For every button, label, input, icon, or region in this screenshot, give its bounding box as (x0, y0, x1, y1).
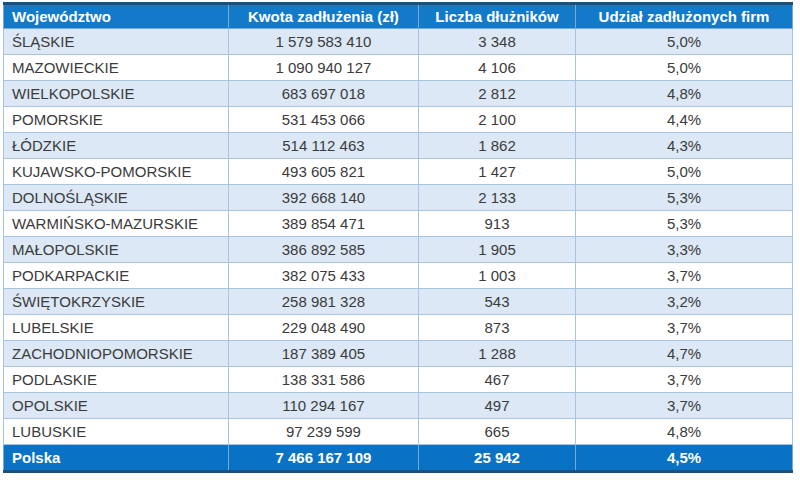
column-header-udzial-zadluzonych-firm: Udział zadłużonych firm (576, 4, 793, 29)
debt-amount-cell: 1 090 940 127 (228, 55, 418, 81)
table-row: WARMIŃSKO-MAZURSKIE389 854 4719135,3% (4, 211, 793, 237)
debt-amount-cell: 382 075 433 (228, 263, 418, 289)
table-footer: Polska 7 466 167 109 25 942 4,5% (4, 445, 793, 472)
debt-share-cell: 3,7% (576, 393, 793, 419)
debt-amount-cell: 389 854 471 (228, 211, 418, 237)
debt-share-cell: 4,3% (576, 133, 793, 159)
total-debtor-count: 25 942 (419, 445, 576, 472)
voivodeship-cell: POMORSKIE (4, 107, 229, 133)
debt-amount-cell: 258 981 328 (228, 289, 418, 315)
debt-share-cell: 4,4% (576, 107, 793, 133)
table-row: WIELKOPOLSKIE683 697 0182 8124,8% (4, 81, 793, 107)
debt-amount-cell: 386 892 585 (228, 237, 418, 263)
debt-amount-cell: 392 668 140 (228, 185, 418, 211)
table-row: ŁÓDZKIE514 112 4631 8624,3% (4, 133, 793, 159)
total-row: Polska 7 466 167 109 25 942 4,5% (4, 445, 793, 472)
debtor-count-cell: 1 003 (419, 263, 576, 289)
debtor-count-cell: 467 (419, 367, 576, 393)
voivodeship-cell: ŚLĄSKIE (4, 29, 229, 55)
debt-share-cell: 5,3% (576, 185, 793, 211)
debt-share-cell: 5,0% (576, 29, 793, 55)
voivodeship-cell: MAŁOPOLSKIE (4, 237, 229, 263)
table-row: ZACHODNIOPOMORSKIE187 389 4051 2884,7% (4, 341, 793, 367)
debtor-count-cell: 543 (419, 289, 576, 315)
debtor-count-cell: 873 (419, 315, 576, 341)
header-row: Województwo Kwota zadłużenia (zł) Liczba… (4, 4, 793, 29)
debtor-count-cell: 1 862 (419, 133, 576, 159)
voivodeship-cell: DOLNOŚLĄSKIE (4, 185, 229, 211)
debt-amount-cell: 138 331 586 (228, 367, 418, 393)
table-row: MAŁOPOLSKIE386 892 5851 9053,3% (4, 237, 793, 263)
debt-table: Województwo Kwota zadłużenia (zł) Liczba… (3, 2, 793, 473)
table-row: ŚWIĘTOKRZYSKIE258 981 3285433,2% (4, 289, 793, 315)
debtor-count-cell: 913 (419, 211, 576, 237)
voivodeship-cell: OPOLSKIE (4, 393, 229, 419)
debtor-count-cell: 4 106 (419, 55, 576, 81)
debtor-count-cell: 665 (419, 419, 576, 445)
table-row: MAZOWIECKIE1 090 940 1274 1065,0% (4, 55, 793, 81)
debt-amount-cell: 493 605 821 (228, 159, 418, 185)
voivodeship-cell: ŁÓDZKIE (4, 133, 229, 159)
debt-share-cell: 4,8% (576, 419, 793, 445)
debt-amount-cell: 229 048 490 (228, 315, 418, 341)
debtor-count-cell: 2 133 (419, 185, 576, 211)
table-row: LUBELSKIE229 048 4908733,7% (4, 315, 793, 341)
debt-amount-cell: 97 239 599 (228, 419, 418, 445)
total-debt-amount: 7 466 167 109 (228, 445, 418, 472)
table-header: Województwo Kwota zadłużenia (zł) Liczba… (4, 4, 793, 29)
table-row: PODLASKIE138 331 5864673,7% (4, 367, 793, 393)
column-header-liczba-dluznikow: Liczba dłużników (419, 4, 576, 29)
total-label: Polska (4, 445, 229, 472)
table-row: OPOLSKIE110 294 1674973,7% (4, 393, 793, 419)
debtor-count-cell: 1 427 (419, 159, 576, 185)
voivodeship-cell: PODLASKIE (4, 367, 229, 393)
debt-share-cell: 3,2% (576, 289, 793, 315)
column-header-wojewodztwo: Województwo (4, 4, 229, 29)
debtor-count-cell: 1 905 (419, 237, 576, 263)
table-row: LUBUSKIE97 239 5996654,8% (4, 419, 793, 445)
voivodeship-cell: ŚWIĘTOKRZYSKIE (4, 289, 229, 315)
debt-share-cell: 3,3% (576, 237, 793, 263)
debt-share-cell: 5,0% (576, 159, 793, 185)
debt-share-cell: 4,8% (576, 81, 793, 107)
debtor-count-cell: 2 100 (419, 107, 576, 133)
debt-share-cell: 3,7% (576, 263, 793, 289)
debt-table-container: Województwo Kwota zadłużenia (zł) Liczba… (3, 2, 793, 473)
voivodeship-cell: MAZOWIECKIE (4, 55, 229, 81)
voivodeship-cell: WARMIŃSKO-MAZURSKIE (4, 211, 229, 237)
debt-share-cell: 4,7% (576, 341, 793, 367)
debt-share-cell: 5,3% (576, 211, 793, 237)
debt-amount-cell: 683 697 018 (228, 81, 418, 107)
voivodeship-cell: PODKARPACKIE (4, 263, 229, 289)
voivodeship-cell: LUBUSKIE (4, 419, 229, 445)
table-row: DOLNOŚLĄSKIE392 668 1402 1335,3% (4, 185, 793, 211)
debt-amount-cell: 531 453 066 (228, 107, 418, 133)
debtor-count-cell: 1 288 (419, 341, 576, 367)
debtor-count-cell: 3 348 (419, 29, 576, 55)
voivodeship-cell: WIELKOPOLSKIE (4, 81, 229, 107)
voivodeship-cell: LUBELSKIE (4, 315, 229, 341)
total-debt-share: 4,5% (576, 445, 793, 472)
debt-share-cell: 5,0% (576, 55, 793, 81)
debtor-count-cell: 2 812 (419, 81, 576, 107)
debtor-count-cell: 497 (419, 393, 576, 419)
debt-share-cell: 3,7% (576, 315, 793, 341)
voivodeship-cell: ZACHODNIOPOMORSKIE (4, 341, 229, 367)
table-body: ŚLĄSKIE1 579 583 4103 3485,0%MAZOWIECKIE… (4, 29, 793, 445)
voivodeship-cell: KUJAWSKO-POMORSKIE (4, 159, 229, 185)
column-header-kwota-zadluzenia: Kwota zadłużenia (zł) (228, 4, 418, 29)
debt-amount-cell: 514 112 463 (228, 133, 418, 159)
table-row: POMORSKIE531 453 0662 1004,4% (4, 107, 793, 133)
debt-amount-cell: 1 579 583 410 (228, 29, 418, 55)
table-row: KUJAWSKO-POMORSKIE493 605 8211 4275,0% (4, 159, 793, 185)
table-row: PODKARPACKIE382 075 4331 0033,7% (4, 263, 793, 289)
debt-amount-cell: 110 294 167 (228, 393, 418, 419)
debt-share-cell: 3,7% (576, 367, 793, 393)
table-row: ŚLĄSKIE1 579 583 4103 3485,0% (4, 29, 793, 55)
debt-amount-cell: 187 389 405 (228, 341, 418, 367)
